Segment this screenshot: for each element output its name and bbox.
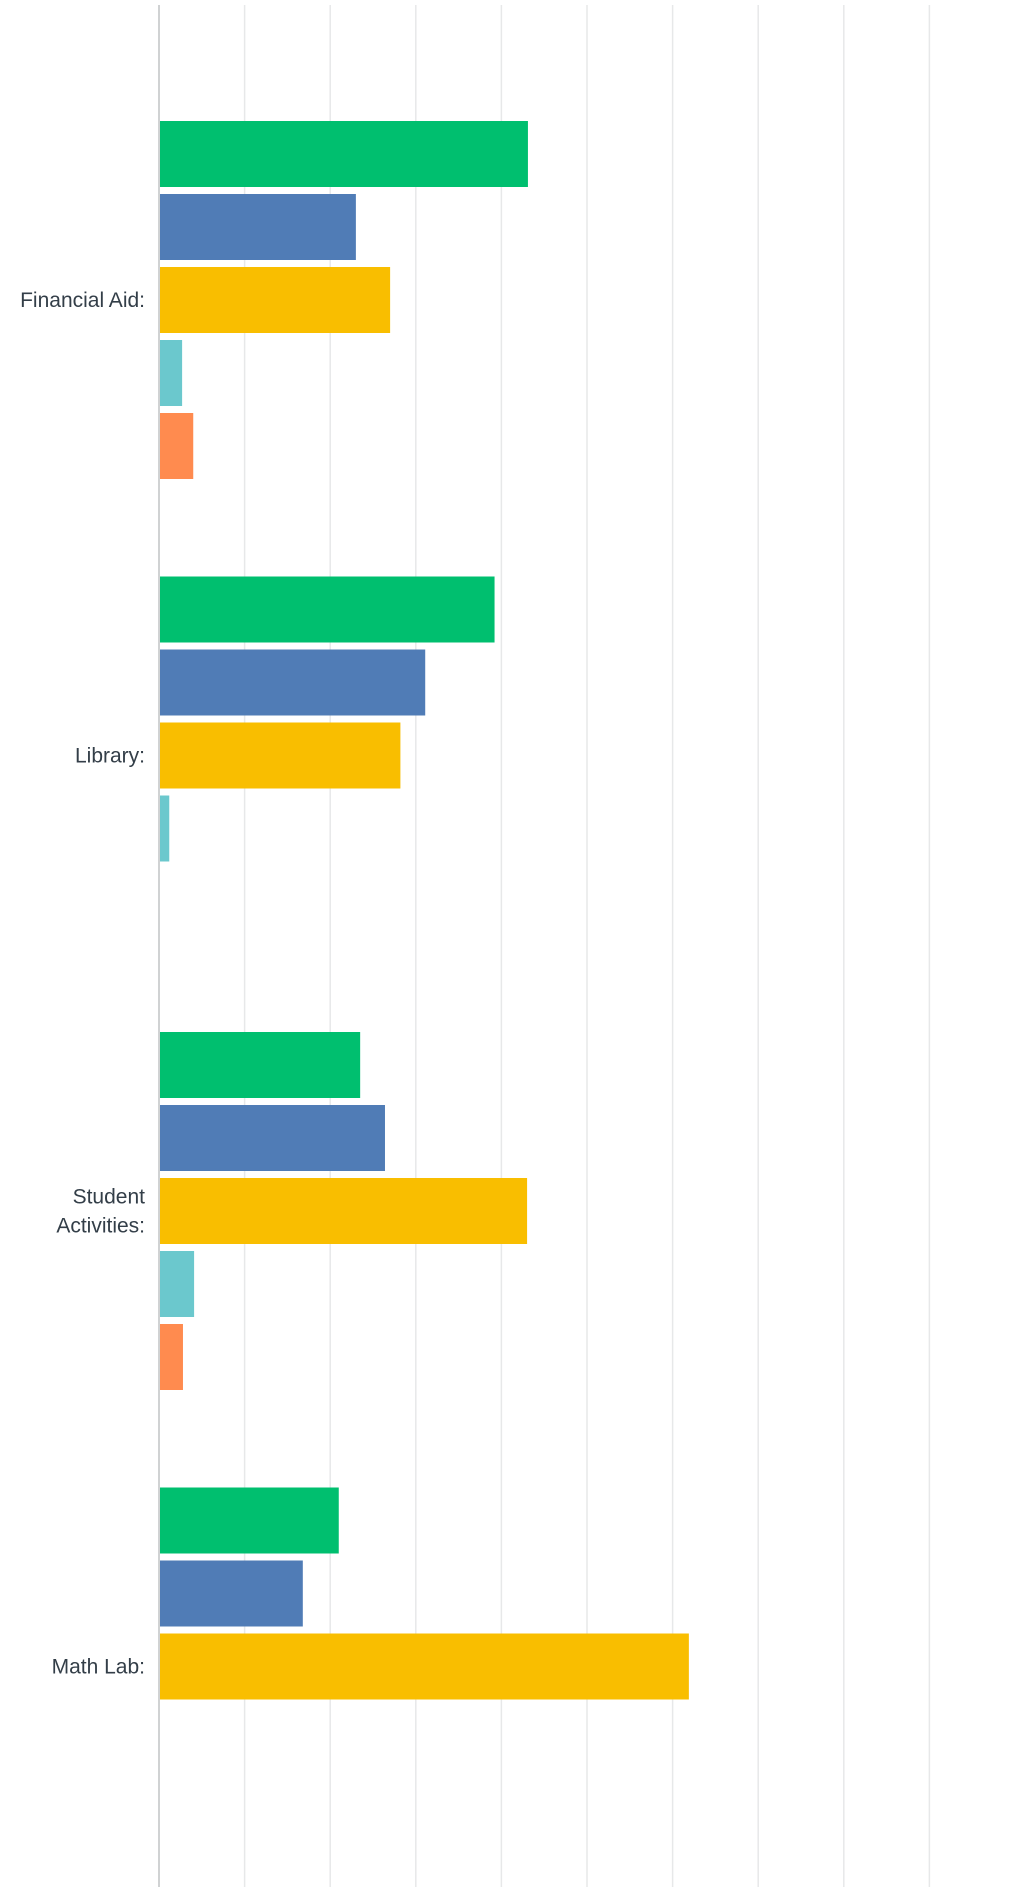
- category-label: Library:: [75, 745, 145, 768]
- category-label: Financial Aid:: [20, 289, 145, 312]
- bar: [159, 1560, 303, 1627]
- category-label: Student Activities:: [56, 1186, 145, 1238]
- bar: [159, 1105, 385, 1171]
- bar: [159, 795, 170, 862]
- bar: [159, 1178, 528, 1244]
- bar: [159, 340, 183, 406]
- bar: [159, 413, 194, 479]
- bar: [159, 1032, 361, 1098]
- bar: [159, 121, 528, 187]
- category-label: Math Lab:: [52, 1656, 145, 1679]
- bar: [159, 576, 495, 643]
- bar: [159, 1633, 689, 1700]
- bar: [159, 267, 391, 333]
- bar: [159, 194, 356, 260]
- category-labels: Financial Aid: Library: Student Activities:…: [20, 289, 145, 1679]
- bar: [159, 1324, 183, 1390]
- bar: [159, 1487, 339, 1554]
- bar: [159, 722, 401, 789]
- bars: [159, 121, 689, 1700]
- bar: [159, 1251, 195, 1317]
- bar: [159, 649, 426, 716]
